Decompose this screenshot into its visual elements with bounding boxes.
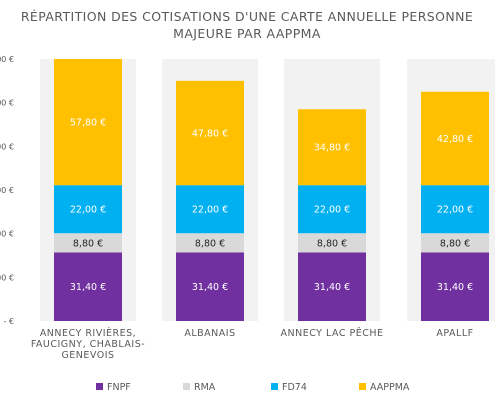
y-tick-label: 100,00 € xyxy=(0,99,14,108)
y-tick-label: 80,00 € xyxy=(0,142,14,151)
bar-segment-fd74 xyxy=(176,185,244,234)
data-label: 22,00 € xyxy=(192,205,228,216)
legend-swatch-fnpf xyxy=(96,383,103,390)
bar-segment-aappma xyxy=(176,80,244,186)
data-label: 42,80 € xyxy=(437,134,473,145)
data-label: 31,40 € xyxy=(437,282,473,293)
data-label: 8,80 € xyxy=(73,238,103,249)
data-label: 8,80 € xyxy=(195,238,225,249)
data-label: 31,40 € xyxy=(70,282,106,293)
bar-segment-aappma xyxy=(421,91,489,186)
bar-segment-fd74 xyxy=(54,185,122,234)
y-tick-label: 40,00 € xyxy=(0,230,14,239)
bar-segment-rma xyxy=(176,233,244,253)
bar-segment-rma xyxy=(54,233,122,253)
legend-label: RMA xyxy=(194,382,216,393)
bar-segment-fnpf xyxy=(421,252,489,321)
y-tick-label: 60,00 € xyxy=(0,186,14,195)
data-label: 34,80 € xyxy=(314,143,350,154)
bar-segment-fd74 xyxy=(421,185,489,234)
legend-swatch-rma xyxy=(183,383,190,390)
bar-segment-fnpf xyxy=(176,252,244,321)
category-label: GENEVOIS xyxy=(61,350,114,361)
bar-segment-rma xyxy=(421,233,489,253)
x-axis-labels: ANNECY RIVIÈRES,FAUCIGNY, CHABLAIS-GENEV… xyxy=(31,327,473,361)
bar-segment-fd74 xyxy=(298,185,366,234)
legend-swatch-aappma xyxy=(359,383,366,390)
data-label: 22,00 € xyxy=(314,205,350,216)
bar-segment-rma xyxy=(298,233,366,253)
bar-segment-aappma xyxy=(298,109,366,186)
data-label: 31,40 € xyxy=(192,282,228,293)
legend-label: FNPF xyxy=(107,382,131,393)
data-label: 47,80 € xyxy=(192,129,228,140)
data-label: 22,00 € xyxy=(70,205,106,216)
y-tick-label: - € xyxy=(3,317,14,326)
chart-title-line: MAJEURE PAR AAPPMA xyxy=(173,26,321,41)
chart-title: RÉPARTITION DES COTISATIONS D'UNE CARTE … xyxy=(21,9,473,41)
category-label: ALBANAIS xyxy=(184,328,235,339)
legend: FNPF RMA FD74 AAPPMA xyxy=(96,382,410,393)
category-label: APALLF xyxy=(436,328,473,339)
data-label: 8,80 € xyxy=(440,238,470,249)
y-axis-ticks: - € 20,00 € 40,00 € 60,00 € 80,00 € 100,00 € 1… xyxy=(0,55,14,326)
bar-segment-aappma xyxy=(54,59,122,186)
category-label: FAUCIGNY, CHABLAIS- xyxy=(31,339,145,350)
data-label: 8,80 € xyxy=(317,238,347,249)
bars: 31,40 € 8,80 € 22,00 € 57,80 € 31,40 € 8,80 €… xyxy=(54,59,489,321)
legend-label: AAPPMA xyxy=(370,382,410,393)
bar-segment-fnpf xyxy=(298,252,366,321)
y-tick-label: 120,00 € xyxy=(0,55,14,64)
legend-swatch-fd74 xyxy=(271,383,278,390)
legend-label: FD74 xyxy=(282,382,307,393)
chart-title-line: RÉPARTITION DES COTISATIONS D'UNE CARTE … xyxy=(21,9,473,24)
category-label: ANNECY RIVIÈRES, xyxy=(40,327,136,339)
category-label: ANNECY LAC PÊCHE xyxy=(280,327,383,339)
data-label: 22,00 € xyxy=(437,205,473,216)
bar-segment-fnpf xyxy=(54,252,122,321)
data-label: 57,80 € xyxy=(70,118,106,129)
y-tick-label: 20,00 € xyxy=(0,273,14,282)
data-label: 31,40 € xyxy=(314,282,350,293)
